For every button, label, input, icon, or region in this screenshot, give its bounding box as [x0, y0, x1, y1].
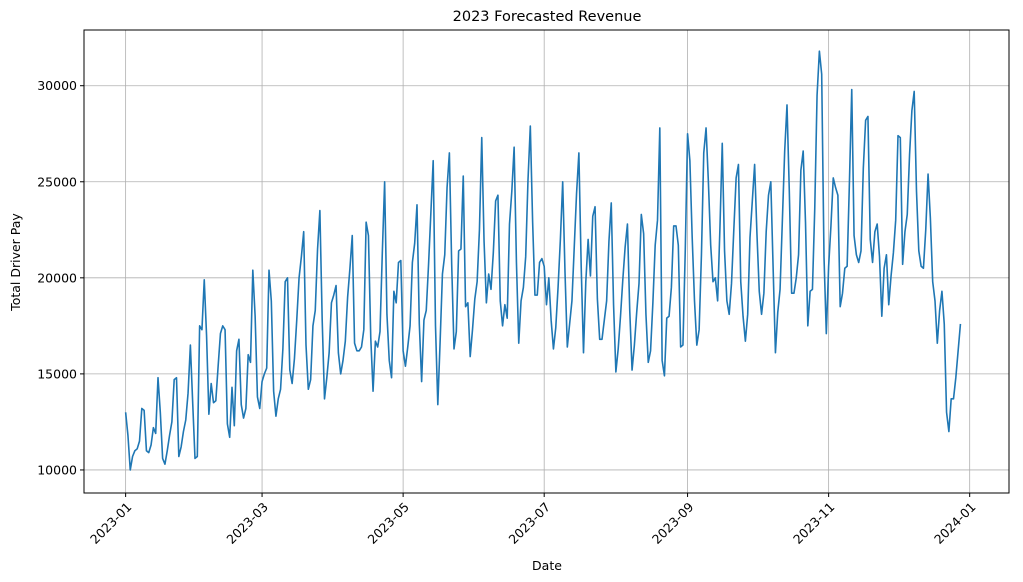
- y-axis-label: Total Driver Pay: [8, 213, 23, 312]
- y-tick-label: 10000: [37, 462, 77, 477]
- x-tick-label: 2023-11: [790, 499, 838, 547]
- plot-frame: [83, 29, 1010, 494]
- x-tick-label: 2024-01: [931, 499, 979, 547]
- x-tick-label: 2023-09: [649, 499, 697, 547]
- y-tick-label: 30000: [37, 78, 77, 93]
- y-tick-label: 25000: [37, 174, 77, 189]
- x-tick-label: 2023-01: [87, 499, 135, 547]
- y-tick-label: 20000: [37, 270, 77, 285]
- y-tick-label: 15000: [37, 366, 77, 381]
- x-tick-label: 2023-03: [223, 499, 271, 547]
- grid: [84, 30, 1009, 493]
- series-line: [124, 50, 962, 471]
- chart-title: 2023 Forecasted Revenue: [453, 9, 642, 25]
- y-axis: 10000 15000 20000 25000 30000: [37, 78, 84, 477]
- x-tick-label: 2023-05: [364, 499, 412, 547]
- x-axis-label: Date: [532, 558, 562, 573]
- x-tick-label: 2023-07: [506, 499, 554, 547]
- x-axis: 2023-01 2023-03 2023-05 2023-07 2023-09 2023-…: [87, 493, 979, 547]
